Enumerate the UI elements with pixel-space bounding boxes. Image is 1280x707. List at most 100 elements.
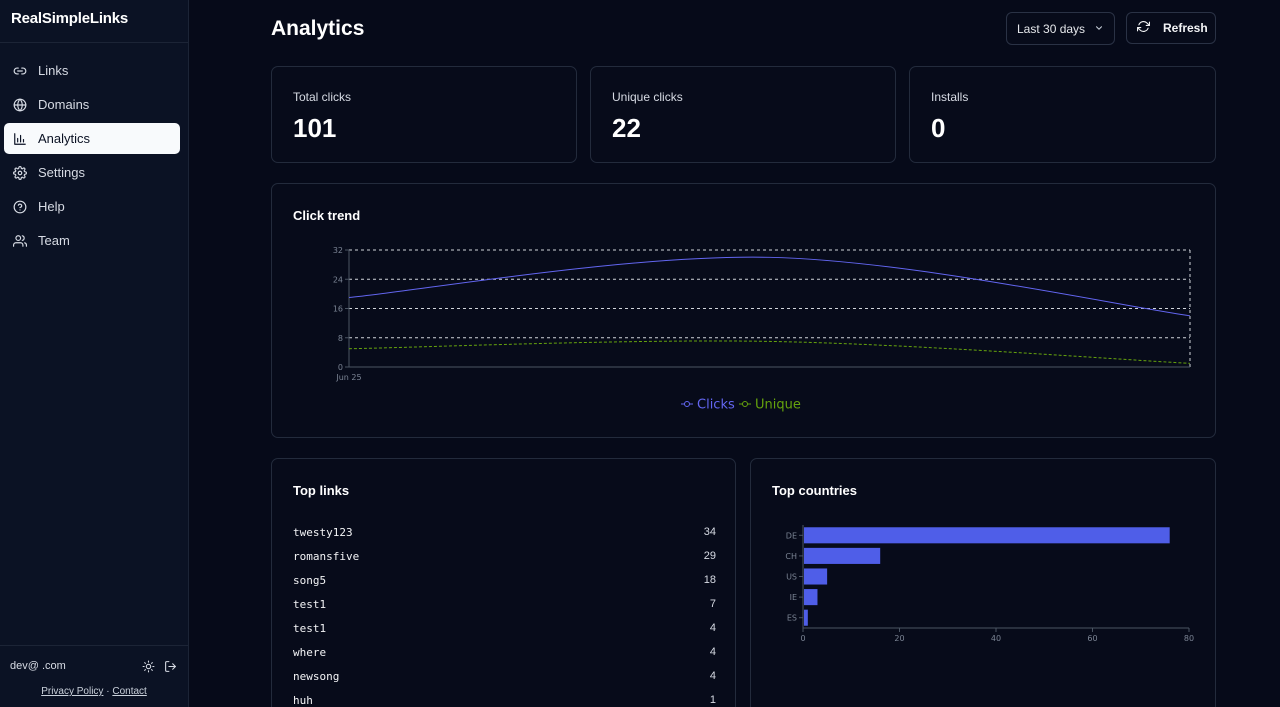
series-line-unique: [348, 340, 1191, 364]
y-tick-label: CH: [785, 552, 797, 561]
top-countries-card: Top countries DE CH US IE ES 0 20 40 60 80: [750, 458, 1216, 707]
stat-label: Unique clicks: [612, 90, 683, 104]
stat-value: 0: [931, 113, 946, 143]
sidebar-footer: dev@ .com Privacy Policy · Contact: [0, 645, 188, 707]
x-tick-label: Jun 25: [335, 373, 361, 382]
sidebar-item-domains[interactable]: Domains: [4, 89, 180, 120]
link-name[interactable]: huh: [293, 693, 313, 707]
y-tick-label: 8: [338, 334, 343, 343]
user-row: dev@ .com: [0, 646, 188, 686]
y-tick-label: 32: [333, 246, 343, 255]
sidebar-nav: Links Domains Analytics Settings Help: [0, 43, 188, 256]
y-tick-label: IE: [790, 593, 797, 602]
top-links-title: Top links: [293, 483, 350, 498]
link-count: 4: [709, 622, 716, 634]
sidebar-item-team[interactable]: Team: [4, 225, 180, 256]
user-email: dev@ .com: [10, 660, 66, 672]
table-row[interactable]: song5 18: [293, 568, 716, 592]
sidebar: RealSimpleLinks Links Domains Analytics …: [0, 0, 189, 707]
theme-toggle-sun-icon[interactable]: [140, 658, 156, 674]
x-tick-label: 80: [1184, 634, 1194, 643]
link-count: 4: [709, 670, 716, 682]
table-row[interactable]: newsong 4: [293, 664, 716, 688]
link-icon: [13, 64, 27, 78]
refresh-button[interactable]: Refresh: [1126, 12, 1216, 44]
stat-card-installs: Installs 0: [909, 66, 1216, 163]
table-row[interactable]: test1 7: [293, 592, 716, 616]
y-tick-label: 16: [333, 305, 343, 314]
date-range-value: Last 30 days: [1017, 21, 1086, 36]
help-circle-icon: [13, 200, 27, 214]
bar-ch: [804, 547, 881, 564]
refresh-icon: [1137, 20, 1163, 36]
link-count: 34: [703, 526, 716, 538]
link-count: 18: [703, 574, 716, 586]
y-tick-label: 24: [333, 275, 343, 284]
contact-link[interactable]: Contact: [112, 686, 147, 697]
click-trend-title: Click trend: [293, 208, 361, 223]
stat-card-unique-clicks: Unique clicks 22: [590, 66, 896, 163]
link-count: 7: [709, 598, 716, 610]
table-row[interactable]: twesty123 34: [293, 520, 716, 544]
link-count: 1: [709, 694, 716, 706]
stat-value: 101: [293, 113, 337, 143]
stat-label: Total clicks: [293, 90, 352, 104]
page-title: Analytics: [271, 17, 365, 40]
privacy-policy-link[interactable]: Privacy Policy: [41, 686, 104, 697]
sidebar-item-help[interactable]: Help: [4, 191, 180, 222]
sidebar-item-label: Links: [38, 63, 69, 78]
refresh-label: Refresh: [1163, 21, 1208, 35]
y-tick-label: ES: [787, 614, 797, 623]
link-name[interactable]: romansfive: [293, 549, 360, 563]
top-countries-title: Top countries: [772, 483, 857, 498]
stat-value: 22: [612, 113, 641, 143]
x-tick-label: 60: [1087, 634, 1097, 643]
top-countries-chart: DE CH US IE ES 0 20 40 60 80: [785, 525, 1194, 643]
link-name[interactable]: test1: [293, 597, 327, 611]
logout-icon[interactable]: [162, 658, 178, 674]
table-row[interactable]: huh 1: [293, 688, 716, 707]
top-links-list: twesty123 34 romansfive 29 song5 18 test1 7 test…: [293, 520, 716, 707]
x-tick-label: 0: [800, 634, 805, 643]
stat-label: Installs: [931, 90, 969, 104]
chevron-down-icon: [1094, 22, 1104, 36]
bar-chart-icon: [13, 132, 27, 146]
series-line-clicks: [348, 256, 1191, 317]
bar-es: [804, 609, 808, 626]
sidebar-item-links[interactable]: Links: [4, 55, 180, 86]
sidebar-item-label: Domains: [38, 97, 90, 112]
legend-label: Unique: [755, 398, 801, 413]
link-count: 4: [709, 646, 716, 658]
top-links-card: Top links twesty123 34 romansfive 29 song5 18…: [271, 458, 736, 707]
sidebar-item-label: Help: [38, 199, 65, 214]
table-row[interactable]: test1 4: [293, 616, 716, 640]
sidebar-item-settings[interactable]: Settings: [4, 157, 180, 188]
legal-separator: ·: [106, 686, 110, 697]
date-range-select[interactable]: Last 30 days: [1006, 12, 1115, 45]
link-count: 29: [703, 550, 716, 562]
link-name[interactable]: test1: [293, 621, 327, 635]
stat-card-total-clicks: Total clicks 101: [271, 66, 577, 163]
x-tick-label: 40: [991, 634, 1001, 643]
link-name[interactable]: where: [293, 645, 327, 659]
brand-logo[interactable]: RealSimpleLinks: [0, 0, 188, 43]
x-tick-label: 20: [894, 634, 904, 643]
legend-marker-dot: [684, 401, 690, 407]
sidebar-item-label: Settings: [38, 165, 85, 180]
users-icon: [13, 234, 27, 248]
y-tick-label: DE: [786, 531, 797, 540]
sidebar-item-label: Analytics: [38, 131, 91, 146]
link-name[interactable]: newsong: [293, 669, 340, 683]
bar-de: [804, 527, 1170, 544]
link-name[interactable]: song5: [293, 573, 327, 587]
table-row[interactable]: where 4: [293, 640, 716, 664]
y-tick-label: 0: [338, 363, 343, 372]
link-name[interactable]: twesty123: [293, 525, 353, 539]
sidebar-item-label: Team: [38, 233, 70, 248]
click-trend-chart: 0 8 16 24 32 Jun 25 Clicks Unique: [333, 246, 1191, 413]
bar-ie: [804, 589, 818, 606]
click-trend-card: Click trend 0 8 16 24 32 Jun 25 Clicks Unique: [271, 183, 1216, 438]
legend-item-unique: Unique: [739, 398, 801, 413]
table-row[interactable]: romansfive 29: [293, 544, 716, 568]
sidebar-item-analytics[interactable]: Analytics: [4, 123, 180, 154]
